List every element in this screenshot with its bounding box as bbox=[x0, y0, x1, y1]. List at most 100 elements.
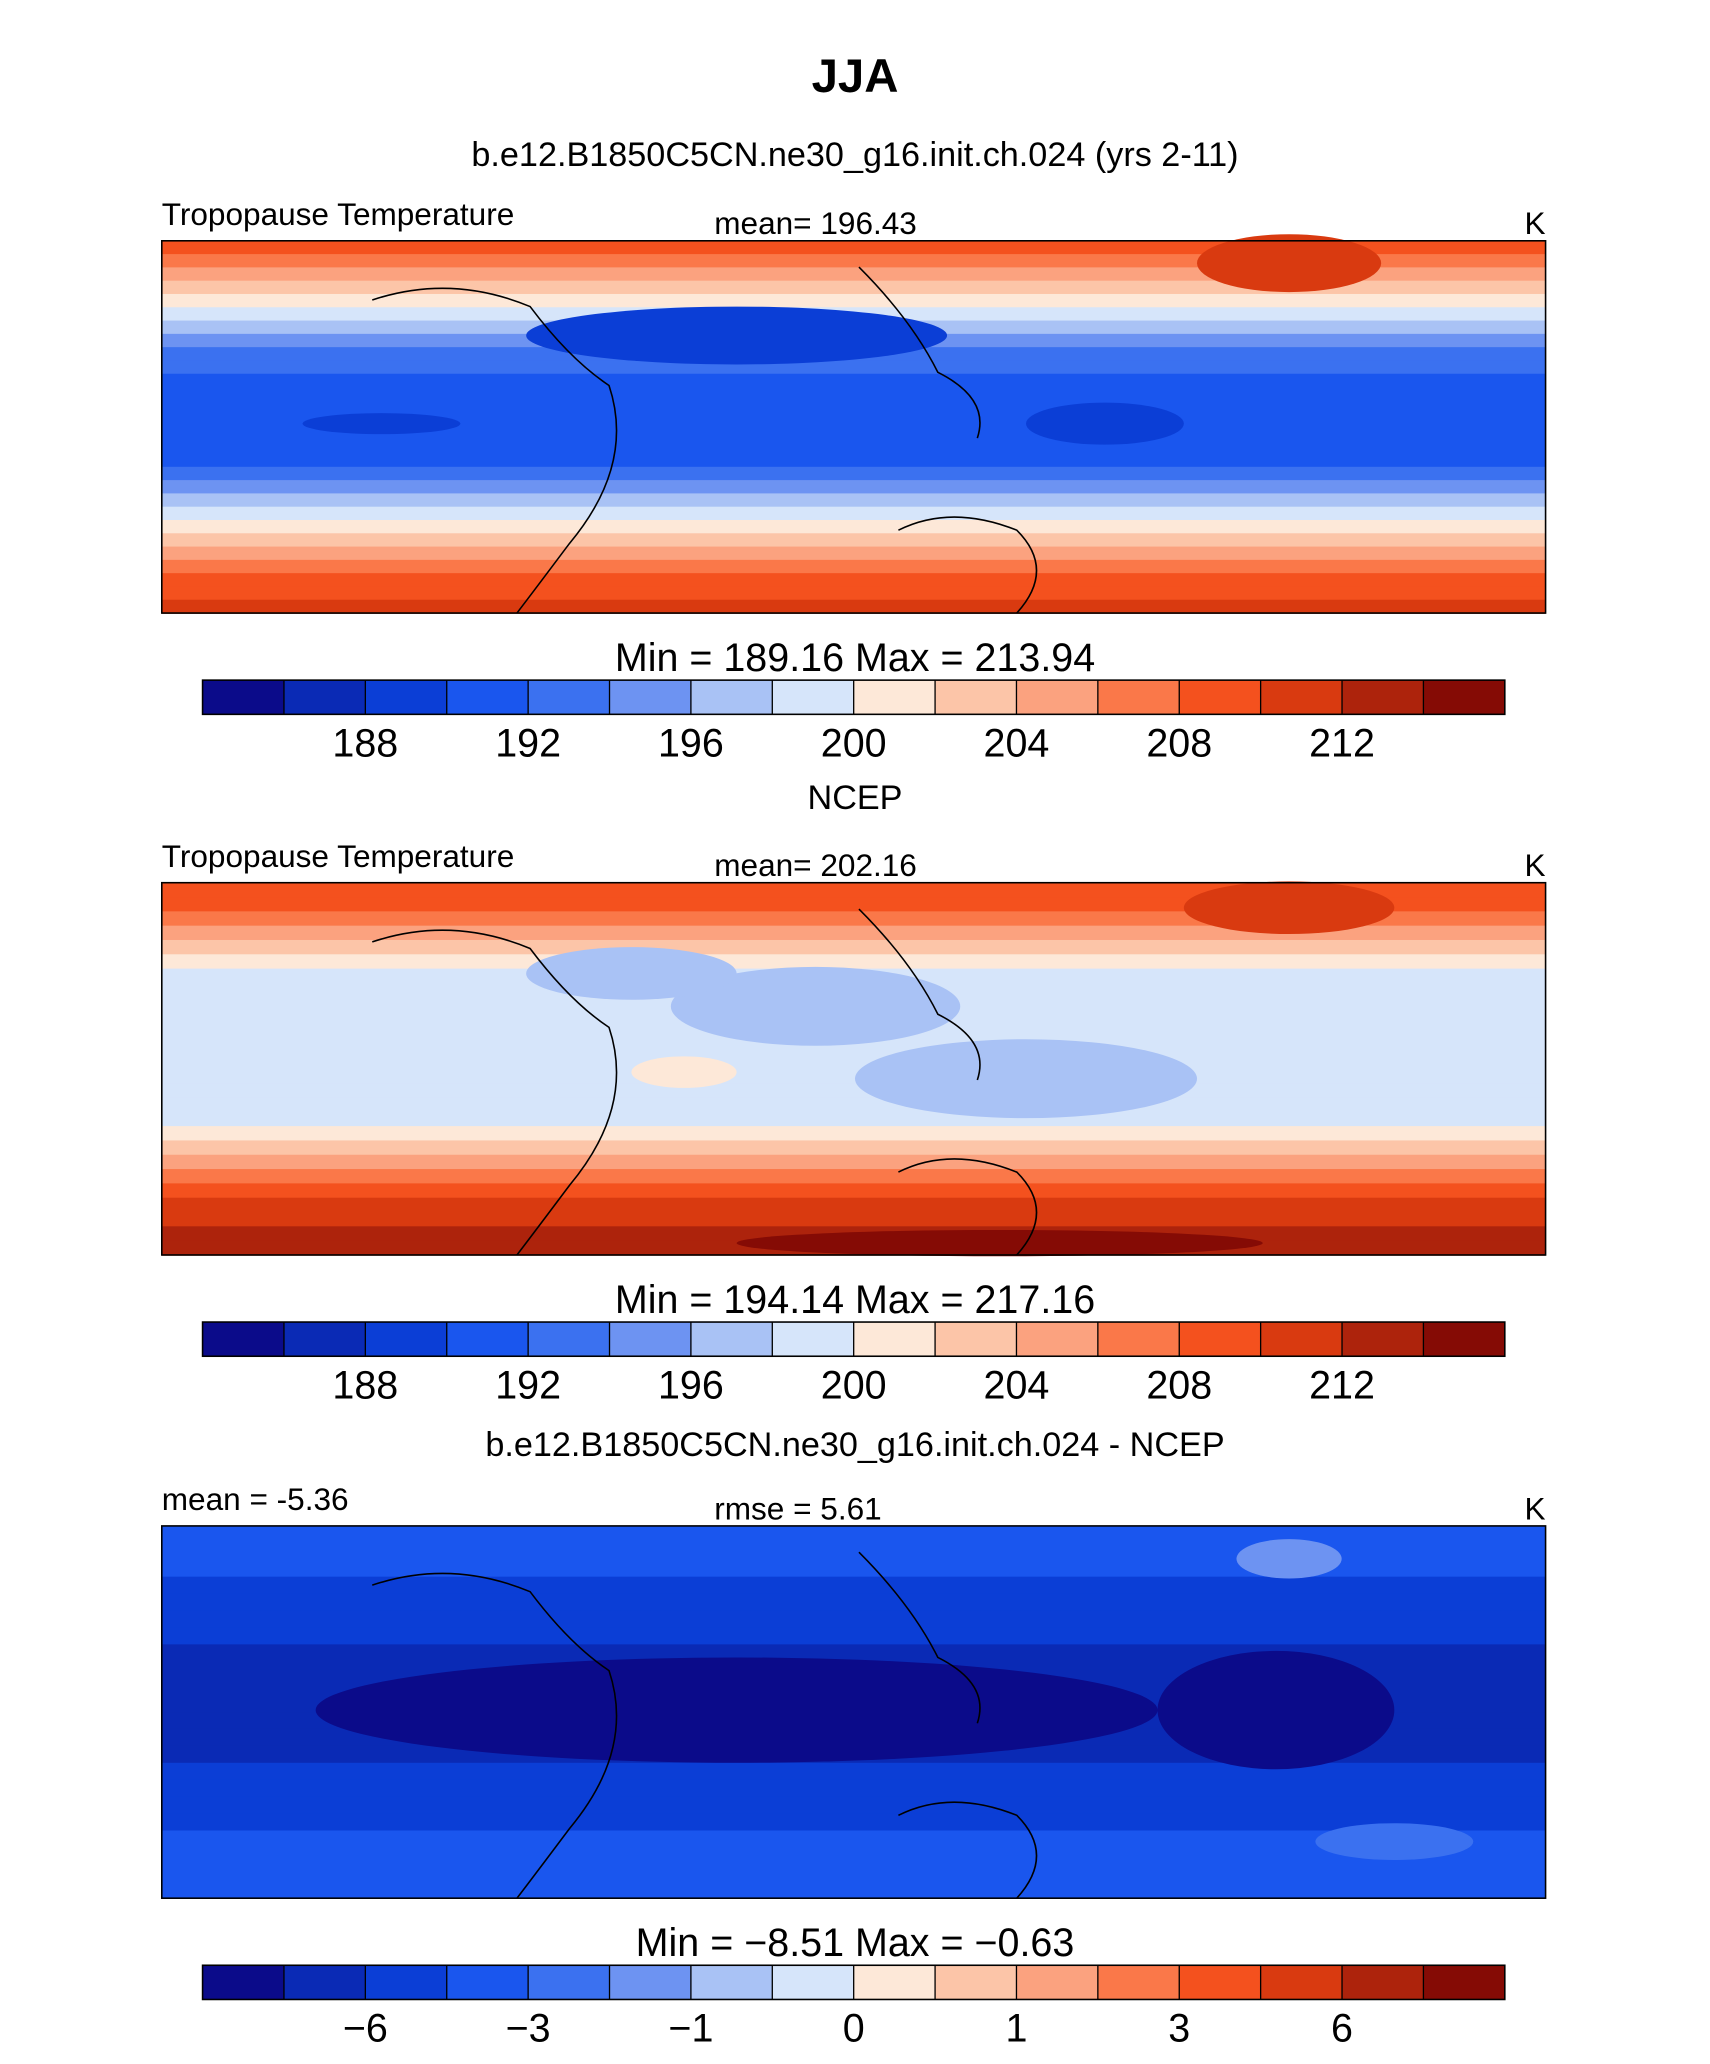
colorbar-box bbox=[772, 1965, 854, 2000]
contour-band bbox=[161, 426, 1546, 442]
contour-band bbox=[161, 1576, 1546, 1595]
colorbar-tick-label: 200 bbox=[821, 721, 887, 765]
colorbar-tick-label: 192 bbox=[495, 1363, 561, 1407]
min-max-label: Min = 189.16 Max = 213.94 bbox=[615, 636, 1095, 680]
panel-center-label: mean= 202.16 bbox=[714, 847, 917, 883]
contour-region bbox=[526, 947, 737, 1000]
contour-region bbox=[315, 1657, 1158, 1763]
colorbar-tick-label: 188 bbox=[332, 1363, 398, 1407]
contour-band bbox=[161, 440, 1546, 455]
colorbar-box bbox=[446, 680, 529, 715]
contour-region bbox=[1236, 1539, 1342, 1579]
contour-band bbox=[161, 1083, 1546, 1099]
colorbar-frame bbox=[201, 1321, 1506, 1358]
contour-region bbox=[1197, 234, 1382, 293]
contour-band bbox=[161, 519, 1546, 535]
contour-band bbox=[161, 387, 1546, 402]
colorbar-box bbox=[690, 1965, 773, 2000]
colorbar-box bbox=[283, 680, 366, 715]
contour-band bbox=[161, 1881, 1546, 1899]
coastline bbox=[372, 266, 1038, 614]
contour-region bbox=[631, 1056, 737, 1088]
map-frame bbox=[161, 881, 1547, 1256]
contour-band bbox=[161, 1644, 1546, 1663]
contour-band bbox=[161, 493, 1546, 508]
contour-band bbox=[161, 1830, 1546, 1849]
contour-band bbox=[161, 1525, 1546, 1544]
contour-band bbox=[161, 466, 1546, 481]
contour-band bbox=[161, 939, 1546, 956]
contour-band bbox=[161, 480, 1546, 495]
colorbar-box bbox=[528, 680, 610, 715]
contour-band bbox=[161, 546, 1546, 561]
colorbar-tick-label: 204 bbox=[984, 1363, 1050, 1407]
colorbar-box bbox=[853, 680, 936, 715]
panel-unit: K bbox=[1525, 847, 1546, 883]
map-field bbox=[161, 1525, 1546, 1899]
colorbar-box bbox=[1423, 680, 1505, 715]
contour-region bbox=[1315, 1823, 1474, 1861]
colorbar-box bbox=[1179, 1965, 1261, 2000]
colorbar-box bbox=[365, 680, 447, 715]
contour-band bbox=[161, 1212, 1546, 1228]
colorbar-box bbox=[935, 1322, 1017, 1357]
contour-band bbox=[161, 1593, 1546, 1612]
contour-band bbox=[161, 1054, 1546, 1070]
panel-center-label: mean= 196.43 bbox=[714, 205, 917, 241]
colorbar-tick-label: −1 bbox=[668, 2007, 713, 2051]
contour-band bbox=[161, 1140, 1546, 1156]
colorbar-box bbox=[1097, 1965, 1180, 2000]
colorbar-tick-label: −6 bbox=[343, 2007, 388, 2051]
contour-band bbox=[161, 453, 1546, 468]
contour-band bbox=[161, 1813, 1546, 1832]
colorbar-tick-label: 0 bbox=[843, 2007, 865, 2051]
colorbar-tick-label: 196 bbox=[658, 1363, 724, 1407]
panel-title: b.e12.B1850C5CN.ne30_g16.init.ch.024 - N… bbox=[485, 1426, 1224, 1464]
colorbar-frame bbox=[201, 1964, 1506, 2001]
contour-region bbox=[736, 1229, 1263, 1257]
colorbar-box bbox=[853, 1965, 936, 2000]
panel-left-label: mean = -5.36 bbox=[162, 1481, 349, 1517]
contour-band bbox=[161, 1796, 1546, 1815]
contour-band bbox=[161, 240, 1546, 255]
panel-center-label: rmse = 5.61 bbox=[714, 1490, 881, 1526]
contour-region bbox=[855, 1039, 1197, 1119]
contour-band bbox=[161, 533, 1546, 548]
map-frame bbox=[161, 1525, 1547, 1899]
contour-band bbox=[161, 925, 1546, 941]
colorbar-tick-label: −3 bbox=[506, 2007, 551, 2051]
panel-unit: K bbox=[1525, 1490, 1546, 1526]
colorbar-box bbox=[283, 1322, 366, 1357]
contour-band bbox=[161, 586, 1546, 601]
colorbar-box bbox=[528, 1965, 610, 2000]
colorbar-box bbox=[1016, 1322, 1098, 1357]
colorbar-tick-label: 188 bbox=[332, 721, 398, 765]
contour-region bbox=[1183, 881, 1395, 935]
contour-band bbox=[161, 413, 1546, 428]
colorbar-box bbox=[609, 1322, 691, 1357]
colorbar-box bbox=[1423, 1322, 1505, 1357]
colorbar-box bbox=[365, 1322, 447, 1357]
colorbar-box bbox=[446, 1965, 529, 2000]
colorbar-box bbox=[1260, 1965, 1343, 2000]
colorbar-box bbox=[365, 1965, 447, 2000]
contour-band bbox=[161, 1542, 1546, 1561]
contour-band bbox=[161, 373, 1546, 388]
colorbar-box bbox=[1260, 680, 1343, 715]
contour-band bbox=[161, 1197, 1546, 1213]
contour-band bbox=[161, 1847, 1546, 1866]
colorbar-tick-label: 196 bbox=[658, 721, 724, 765]
colorbar-tick-label: 200 bbox=[821, 1363, 887, 1407]
contour-band bbox=[161, 1126, 1546, 1142]
panel-left-label: Tropopause Temperature bbox=[162, 838, 514, 874]
contour-band bbox=[161, 1559, 1546, 1578]
colorbar-box bbox=[528, 1322, 610, 1357]
colorbar-box bbox=[1097, 680, 1180, 715]
colorbar-box bbox=[1342, 1965, 1424, 2000]
colorbar-tick-label: 204 bbox=[984, 721, 1050, 765]
contour-region bbox=[302, 413, 461, 435]
contour-band bbox=[161, 1111, 1546, 1127]
contour-band bbox=[161, 1068, 1546, 1084]
colorbar-box bbox=[1097, 1322, 1180, 1357]
contour-band bbox=[161, 360, 1546, 375]
